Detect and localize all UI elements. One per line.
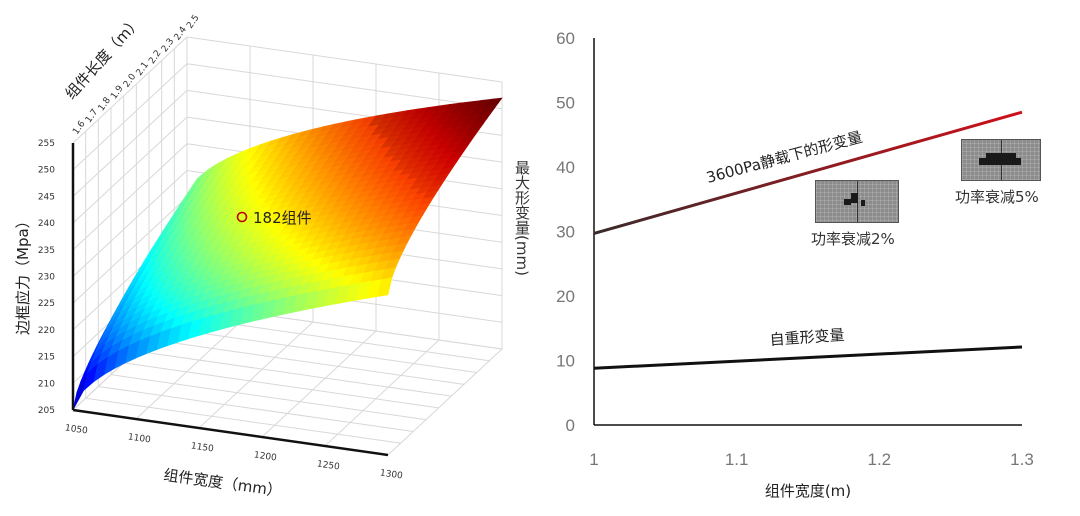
grid-line [136,350,452,397]
x-tick-label: 1150 [190,441,214,454]
x-axis-label: 组件宽度（mm） [162,466,283,500]
y-axis-label: 组件长度（m） [62,13,145,103]
power-loss-2-image [815,180,899,223]
x-tick-label: 1250 [316,459,340,472]
x-tick-label: 1100 [127,432,151,445]
grid-line [72,116,188,224]
grid-line [148,338,465,385]
grid-line [110,374,427,421]
series-line-3600pa [593,110,1023,235]
z-tick-label: 245 [38,192,55,202]
y-tick-label: 2.5 [185,13,201,30]
grid-line [98,385,414,432]
y-tick-label: 30 [556,223,575,242]
z-tick-label: 220 [38,326,55,336]
surface-chart: 205 210 215 220 225 230 235 240 245 250 255 1050 110… [14,13,503,500]
y-tick-label: 10 [556,352,575,371]
z-tick-label: 255 [38,139,55,149]
grid-line [161,327,477,374]
x-tick-label: 1 [589,450,598,469]
grid-line [85,397,401,444]
y-tick-label: 40 [556,158,575,177]
y-tick-label: 0 [566,416,575,435]
grid-line [72,63,188,171]
annotation-label: 182组件 [253,209,312,227]
grid-line [72,170,188,277]
x-tick-label: 1300 [379,468,403,481]
z-tick-label: 215 [38,353,55,363]
power-loss-5-image [961,139,1041,181]
x-axis-label: 组件宽度(m) [765,482,851,500]
x-tick-label: 1.1 [725,450,749,469]
series-label-3600pa: 3600Pa静载下的形变量 [704,128,864,187]
z-tick-label: 230 [38,273,55,283]
surface-patch [377,277,393,297]
grid-line [72,143,188,251]
series-line-self-weight [593,345,1023,370]
surface-patch [72,373,88,411]
z-tick-label: 250 [38,166,55,176]
grid-line [186,63,503,110]
y-tick-label: 60 [556,29,575,48]
power-loss-5-label: 功率衰减5% [955,188,1039,206]
x-tick-label: 1050 [64,423,88,436]
surface [72,97,503,411]
grid-line [72,36,188,144]
x-tick-label: 1.2 [868,450,892,469]
power-loss-2-label: 功率衰减2% [811,230,895,248]
grid-line [72,196,188,304]
z-tick-label: 235 [38,246,55,256]
grid-line [261,330,377,438]
series-label-self-weight: 自重形变量 [769,326,845,349]
z-tick-label: 225 [38,299,55,309]
y-tick-label: 20 [556,287,575,306]
z-tick-label: 205 [38,406,55,416]
z-tick-label: 240 [38,219,55,229]
y-tick-label: 50 [556,94,575,113]
grid-line [72,90,188,197]
grid-line [186,36,503,83]
z-tick-label: 210 [38,379,55,389]
x-tick-label: 1200 [253,450,277,463]
grid-line [324,339,440,447]
x-axis-line [72,408,389,457]
grid-line [123,362,439,409]
grid-line [198,321,314,429]
annotation-marker [236,211,248,223]
z-axis-label: 边框应力（Mpa） [14,213,32,335]
x-tick-label: 1.3 [1010,450,1034,469]
y-axis-label: 最大形变量(mm) [513,160,531,276]
grid-line [387,348,503,456]
grid-line [135,312,251,420]
